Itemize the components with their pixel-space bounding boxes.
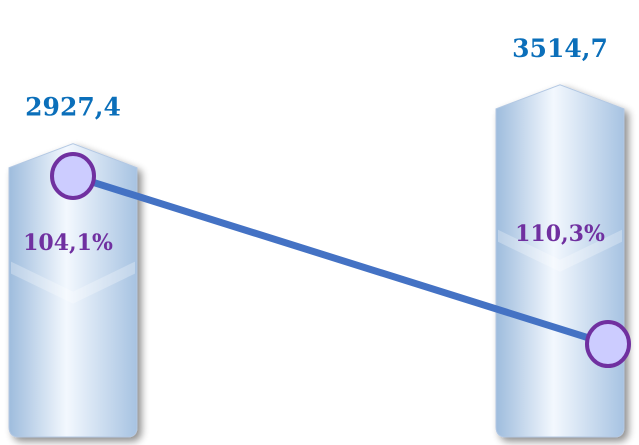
percent-label-1: 104,1% — [23, 230, 113, 256]
percent-marker-2 — [585, 320, 631, 369]
bar-1 — [8, 143, 138, 438]
bar-1-lower-facet — [11, 261, 135, 304]
bar-2 — [495, 84, 625, 438]
bar-1-body — [8, 143, 138, 438]
bar-2-value-label: 3514,7 — [512, 34, 608, 63]
percent-series-line — [69, 172, 612, 348]
bar-1-value-label: 2927,4 — [25, 93, 121, 122]
percent-label-2: 110,3% — [515, 221, 605, 247]
bar-2-lower-facet — [498, 229, 622, 272]
percent-marker-1 — [50, 152, 96, 200]
